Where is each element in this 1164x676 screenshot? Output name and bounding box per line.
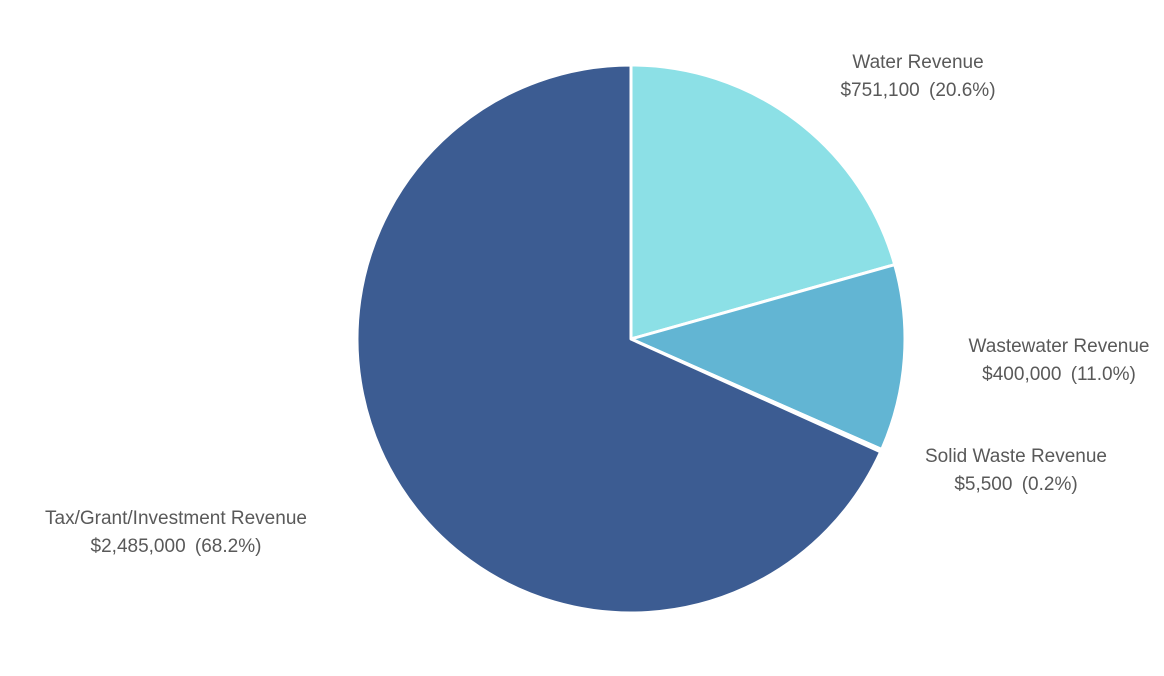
label-name: Wastewater Revenue xyxy=(968,336,1150,357)
label-tax-grant-investment-revenue: Tax/Grant/Investment Revenue $2,485,000 … xyxy=(45,505,307,561)
label-wastewater-revenue: Wastewater Revenue $400,000 (11.0%) xyxy=(969,333,1150,389)
label-solid-waste-revenue: Solid Waste Revenue $5,500 (0.2%) xyxy=(925,443,1107,499)
label-water-revenue: Water Revenue $751,100 (20.6%) xyxy=(840,49,995,105)
label-value: $400,000 (11.0%) xyxy=(982,364,1136,385)
label-name: Solid Waste Revenue xyxy=(924,446,1108,467)
label-value: $5,500 (0.2%) xyxy=(954,474,1078,495)
pie-slice-wastewater-revenue xyxy=(629,263,907,452)
label-value: $2,485,000 (68.2%) xyxy=(90,536,262,557)
pie-slice-water-revenue xyxy=(629,63,897,341)
pie-slice-tax-grant-investment-revenue xyxy=(355,63,883,615)
label-name: Tax/Grant/Investment Revenue xyxy=(45,508,307,529)
label-name: Water Revenue xyxy=(852,52,984,73)
label-value: $751,100 (20.6%) xyxy=(840,80,996,101)
